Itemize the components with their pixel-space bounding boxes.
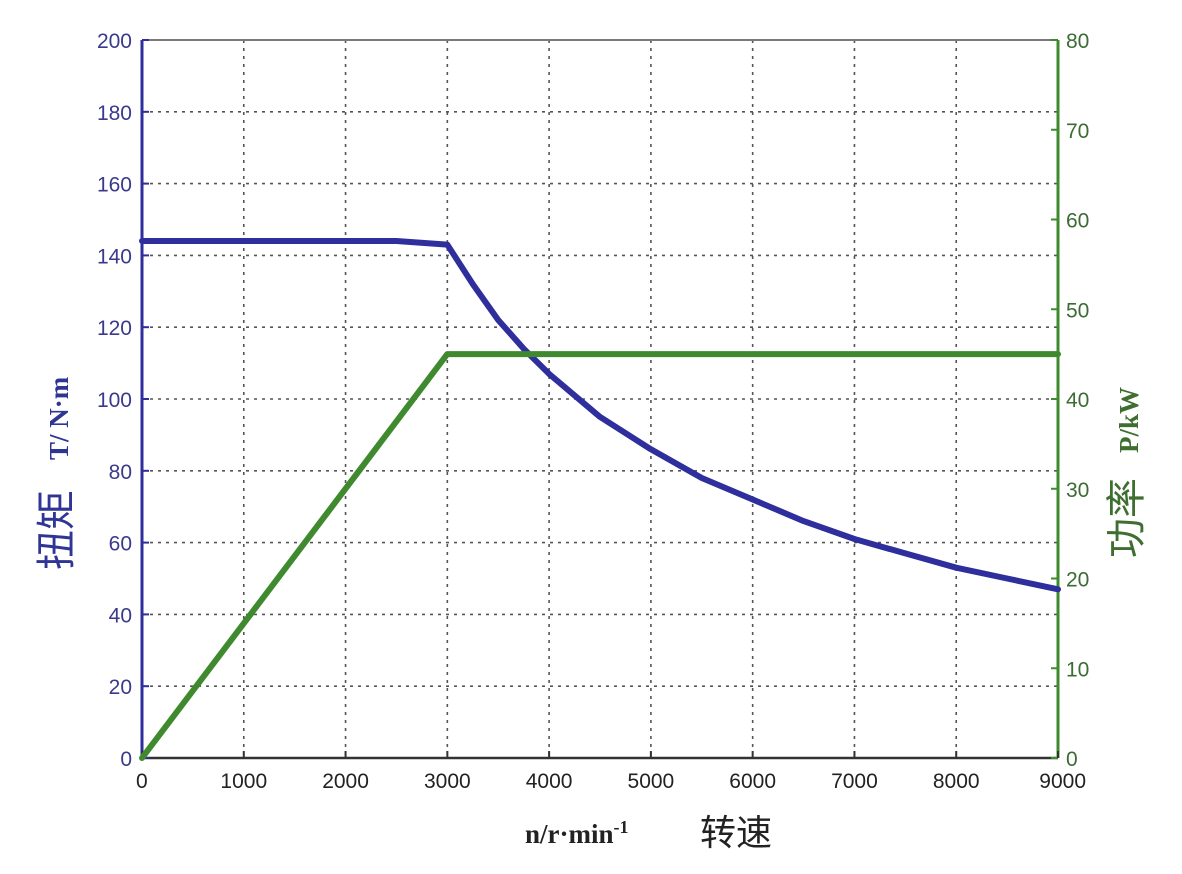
right-tick-label: 0 (1066, 748, 1078, 771)
x-tick-label: 9000 (1039, 770, 1086, 793)
x-tick-label: 7000 (831, 770, 878, 793)
right-tick-label: 60 (1066, 210, 1089, 233)
right-tick-label: 30 (1066, 479, 1089, 502)
torque-line (139, 238, 1061, 593)
right-axis-label-zh: 功率 (1104, 478, 1150, 558)
left-tick-label: 100 (97, 389, 132, 412)
x-tick-label: 6000 (729, 770, 776, 793)
right-axis-ticks: 0 10 20 30 40 50 60 70 80 (1051, 30, 1089, 771)
left-tick-label: 160 (97, 174, 132, 197)
left-tick-label: 180 (97, 102, 132, 125)
left-tick-label: 60 (109, 533, 132, 556)
left-axis-label-zh: 扭矩 (34, 490, 80, 570)
x-tick-label: 3000 (424, 770, 471, 793)
x-tick-label: 5000 (628, 770, 675, 793)
left-tick-label: 120 (97, 317, 132, 340)
right-tick-label: 10 (1066, 658, 1089, 681)
x-axis-label: n/r·min-1 (525, 817, 629, 849)
series-group (139, 238, 1061, 761)
left-tick-label: 40 (109, 604, 132, 627)
x-tick-label: 8000 (933, 770, 980, 793)
left-tick-label: 200 (97, 30, 132, 53)
left-axis-ticks: 0 20 40 60 80 100 120 140 160 180 200 (97, 30, 149, 771)
left-axis-label: T/ N·m (44, 376, 74, 460)
left-tick-label: 0 (120, 748, 132, 771)
x-tick-label: 1000 (220, 770, 267, 793)
left-tick-label: 20 (109, 676, 132, 699)
x-tick-label: 4000 (526, 770, 573, 793)
x-axis-ticks: 0 1000 2000 3000 4000 5000 6000 7000 8000 9000 (136, 751, 1086, 793)
power-line (139, 351, 1061, 761)
right-tick-label: 50 (1066, 299, 1089, 322)
left-tick-label: 80 (109, 461, 132, 484)
right-tick-label: 20 (1066, 569, 1089, 592)
right-tick-label: 40 (1066, 389, 1089, 412)
x-axis-label-main: n/r·min (525, 819, 614, 849)
right-tick-label: 70 (1066, 120, 1089, 143)
grid (142, 40, 1058, 758)
x-tick-label: 2000 (322, 770, 369, 793)
right-tick-label: 80 (1066, 30, 1089, 53)
x-axis-label-superscript: -1 (614, 817, 629, 837)
x-axis-label-zh: 转速 (700, 813, 772, 854)
right-axis-label: P/kW (1114, 387, 1144, 453)
left-tick-label: 140 (97, 245, 132, 268)
x-tick-label: 0 (136, 770, 148, 793)
